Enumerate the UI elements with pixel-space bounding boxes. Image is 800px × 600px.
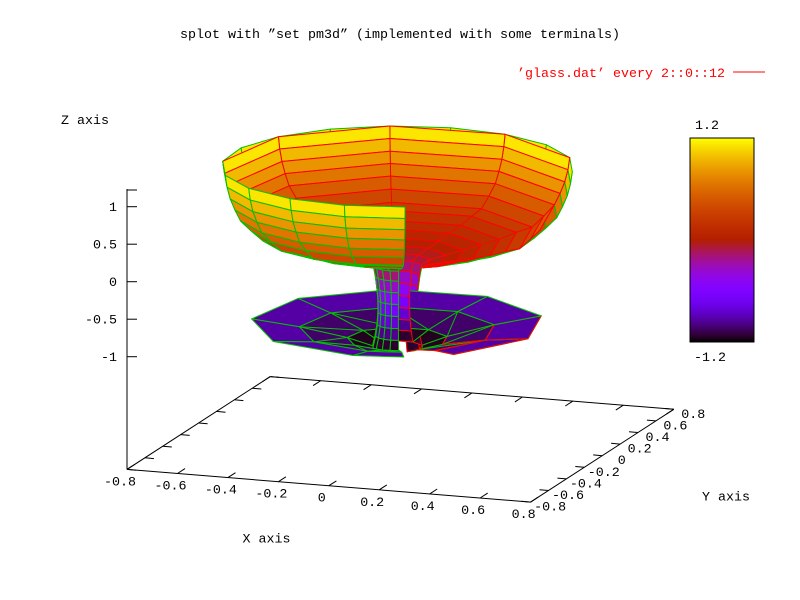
svg-text:Y axis: Y axis bbox=[702, 491, 750, 506]
svg-text:-0.4: -0.4 bbox=[205, 484, 237, 499]
svg-text:0: 0 bbox=[109, 276, 117, 291]
svg-text:0.8: 0.8 bbox=[512, 508, 536, 523]
svg-text:-0.8: -0.8 bbox=[534, 501, 566, 516]
svg-text:-1.2: -1.2 bbox=[694, 351, 726, 366]
svg-text:0.2: 0.2 bbox=[360, 496, 384, 511]
svg-text:0.6: 0.6 bbox=[663, 419, 687, 434]
svg-text:-1: -1 bbox=[101, 351, 117, 366]
svg-text:0.2: 0.2 bbox=[628, 443, 652, 458]
svg-text:’glass.dat’ every 2::0::12: ’glass.dat’ every 2::0::12 bbox=[517, 67, 725, 82]
svg-text:Z axis: Z axis bbox=[61, 114, 109, 129]
svg-text:0.6: 0.6 bbox=[461, 504, 485, 519]
svg-text:-0.4: -0.4 bbox=[570, 477, 602, 492]
svg-text:X axis: X axis bbox=[243, 533, 291, 548]
svg-text:-0.6: -0.6 bbox=[155, 480, 187, 495]
svg-text:splot with ”set pm3d” (impleme: splot with ”set pm3d” (implemented with … bbox=[180, 28, 620, 43]
svg-text:1: 1 bbox=[109, 201, 117, 216]
svg-text:0: 0 bbox=[618, 454, 626, 469]
svg-text:0.4: 0.4 bbox=[646, 431, 670, 446]
svg-text:-0.2: -0.2 bbox=[588, 466, 620, 481]
svg-text:0.5: 0.5 bbox=[93, 239, 117, 254]
svg-text:0: 0 bbox=[318, 492, 326, 507]
svg-text:-0.2: -0.2 bbox=[255, 488, 287, 503]
svg-text:-0.5: -0.5 bbox=[85, 314, 117, 329]
svg-text:-0.6: -0.6 bbox=[552, 489, 584, 504]
svg-text:-0.8: -0.8 bbox=[104, 475, 136, 490]
svg-text:0.8: 0.8 bbox=[681, 408, 705, 423]
svg-text:1.2: 1.2 bbox=[695, 119, 719, 134]
svg-text:0.4: 0.4 bbox=[411, 500, 435, 515]
